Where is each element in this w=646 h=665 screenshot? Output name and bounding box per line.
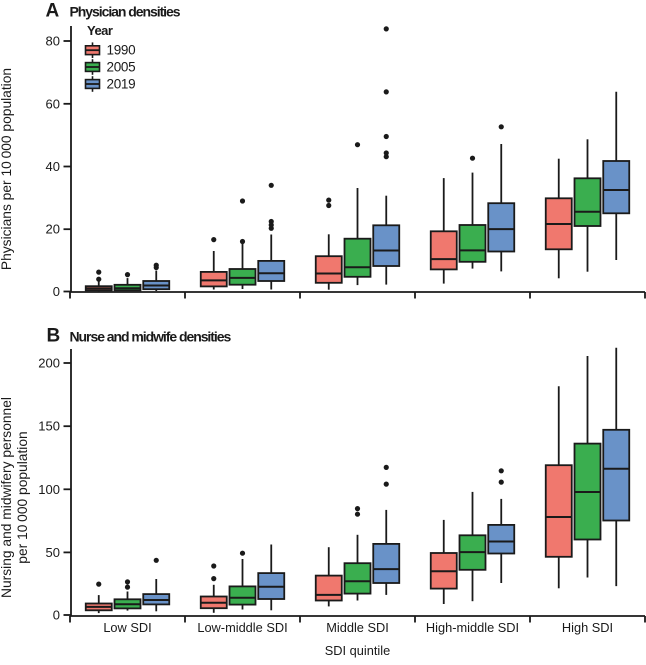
- svg-text:50: 50: [46, 545, 60, 560]
- svg-text:100: 100: [38, 482, 60, 497]
- svg-text:20: 20: [46, 222, 60, 237]
- svg-text:Year: Year: [87, 23, 113, 38]
- svg-text:0: 0: [53, 284, 60, 299]
- svg-text:80: 80: [46, 34, 60, 49]
- svg-text:60: 60: [46, 96, 60, 111]
- svg-text:0: 0: [53, 608, 60, 623]
- svg-text:Nursing and midwifery personne: Nursing and midwifery personnel: [0, 397, 14, 598]
- svg-text:SDI quintile: SDI quintile: [325, 643, 390, 658]
- svg-text:Physicians per 10 000 populati: Physicians per 10 000 population: [0, 68, 14, 270]
- svg-text:A: A: [46, 0, 60, 21]
- svg-text:2005: 2005: [107, 60, 136, 75]
- svg-text:High-middle SDI: High-middle SDI: [426, 620, 519, 635]
- svg-text:Nurse and midwife densities: Nurse and midwife densities: [70, 329, 232, 345]
- svg-text:Low SDI: Low SDI: [103, 620, 151, 635]
- svg-text:150: 150: [38, 419, 60, 434]
- svg-text:200: 200: [38, 356, 60, 371]
- svg-text:per 10 000 population: per 10 000 population: [15, 431, 30, 563]
- svg-text:1990: 1990: [107, 43, 136, 58]
- svg-text:Low-middle SDI: Low-middle SDI: [197, 620, 287, 635]
- svg-text:2019: 2019: [107, 77, 136, 92]
- svg-text:40: 40: [46, 159, 60, 174]
- svg-text:B: B: [47, 326, 61, 347]
- svg-text:Physician densities: Physician densities: [70, 3, 181, 19]
- svg-text:High SDI: High SDI: [562, 620, 613, 635]
- svg-text:Middle SDI: Middle SDI: [326, 620, 389, 635]
